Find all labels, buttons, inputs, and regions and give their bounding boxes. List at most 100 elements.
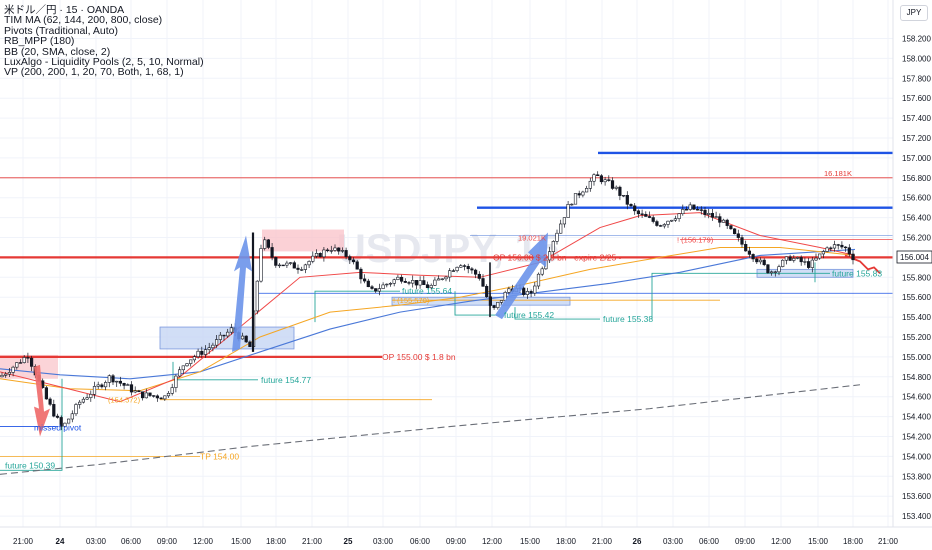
price-tick-label: 157.600 (902, 94, 931, 103)
label-16181k: 16.181K (824, 169, 852, 178)
candle-body (440, 278, 444, 280)
candle-body (259, 248, 263, 282)
candle-body (477, 273, 481, 279)
candle-body (307, 261, 311, 266)
candle-body (773, 271, 777, 273)
time-tick-label: 18:00 (843, 537, 864, 546)
candle-body (566, 204, 570, 218)
supply-zone-mid[interactable] (262, 229, 344, 252)
legend-indicator-rb-mpp[interactable]: RB_MPP (180) (4, 35, 75, 48)
price-tick-label: 157.000 (902, 154, 931, 163)
currency-label[interactable]: JPY (900, 5, 928, 21)
time-tick-label: 06:00 (410, 537, 431, 546)
candle-body (314, 252, 319, 257)
candle-body (832, 244, 837, 249)
candle-body (718, 216, 722, 223)
future-155-64-line[interactable] (314, 290, 400, 323)
current-price-badge[interactable] (896, 250, 932, 264)
label-future-155-83: future 155.83 (832, 268, 882, 278)
candle-body (825, 247, 829, 252)
arrow-up-1[interactable] (232, 235, 252, 352)
candle-body (766, 264, 770, 274)
price-tick-label: 156.800 (902, 174, 931, 183)
price-axis[interactable]: 158.200 158.000 157.800 157.600 157.400 157.2… (892, 0, 932, 527)
legend-symbol[interactable]: 米ドル／円 · 15 · OANDA (4, 4, 125, 16)
future-155-42-line[interactable] (454, 291, 500, 316)
candle-body (396, 276, 400, 281)
price-tick-label: 154.200 (902, 433, 931, 442)
label-tp-154: TP 154.00 (200, 451, 239, 461)
arrow-down-1[interactable] (34, 364, 50, 437)
legend-indicator-bb[interactable]: BB (20, SMA, close, 2) (4, 45, 111, 58)
candle-body (744, 244, 748, 252)
time-tick-label: 06:00 (699, 537, 720, 546)
price-tick-label: 155.800 (902, 273, 931, 282)
candle-body (536, 273, 541, 287)
candle-body (244, 335, 248, 343)
legend-indicator-liquidity-pools[interactable]: LuxAlgo - Liquidity Pools (2, 5, 10, Nor… (4, 56, 204, 69)
time-tick-label: 09:00 (735, 537, 756, 546)
ma-200-blue (0, 248, 856, 380)
legend-indicator-tim-ma[interactable]: TIM MA (62, 144, 200, 800, close) (4, 14, 163, 27)
candle-body (614, 186, 618, 189)
time-tick-label: 21:00 (302, 537, 323, 546)
candle-body (240, 335, 245, 340)
price-tick-label: 153.600 (902, 492, 931, 501)
candle-body (374, 288, 378, 292)
candle-body (370, 286, 374, 289)
candle-body (170, 387, 174, 394)
candle-body (485, 285, 489, 298)
candle-body (651, 217, 655, 222)
price-tick-label: 158.000 (902, 54, 931, 63)
candle-body (522, 287, 526, 295)
candle-body (673, 218, 677, 221)
demand-zone-2[interactable] (391, 296, 571, 306)
candle-body (414, 280, 419, 286)
ma-800-dashed (0, 384, 861, 475)
candle-body (455, 266, 459, 272)
candle-body (192, 356, 197, 361)
candle-body (337, 247, 341, 252)
candle-body (296, 267, 300, 270)
candle-body (436, 278, 441, 281)
label-future-154-77: future 154.77 (261, 375, 311, 385)
candle-body (277, 264, 282, 267)
candle-body (640, 213, 644, 215)
time-tick-label: 18:00 (556, 537, 577, 546)
candle-body (633, 205, 637, 212)
future-155-83-line[interactable] (651, 272, 830, 320)
candle-body (769, 271, 774, 274)
candle-body (788, 256, 792, 261)
time-tick-label: 26 (633, 537, 642, 546)
candle-body (178, 369, 182, 377)
label-op-156: OP 156.00 $ 2.9 bn · expire 2/25 • (493, 252, 622, 262)
candle-body (581, 191, 585, 196)
arrow-up-2[interactable] (495, 232, 548, 320)
candle-body (418, 280, 422, 286)
future-150-39-line[interactable] (0, 378, 63, 471)
candle-body (725, 219, 729, 226)
candle-body (621, 195, 626, 197)
future-155-38-line[interactable] (514, 307, 600, 320)
candle-body (322, 249, 326, 258)
candle-body (111, 375, 115, 383)
candle-body (666, 220, 670, 225)
legend-indicator-vp[interactable]: VP (200, 200, 1, 20, 70, Both, 1, 68, 1) (4, 66, 184, 79)
time-tick-label: 03:00 (86, 537, 107, 546)
candle-body (185, 363, 189, 367)
candle-body (451, 270, 456, 272)
candle-body (814, 257, 818, 261)
candle-body (126, 384, 130, 386)
candle-body (703, 209, 707, 215)
candle-body (207, 347, 211, 350)
candle-body (348, 256, 352, 261)
time-tick-label: 06:00 (121, 537, 142, 546)
price-tick-label: 153.400 (902, 512, 931, 521)
candle-body (818, 253, 822, 259)
time-axis[interactable]: 21:00 24 03:00 06:00 09:00 12:00 15:00 18:00 21:… (0, 526, 932, 546)
legend-indicator-pivots[interactable]: Pivots (Traditional, Auto) (4, 24, 118, 37)
candle-body (18, 362, 23, 364)
candle-body (758, 259, 763, 263)
candle-body (52, 404, 56, 417)
